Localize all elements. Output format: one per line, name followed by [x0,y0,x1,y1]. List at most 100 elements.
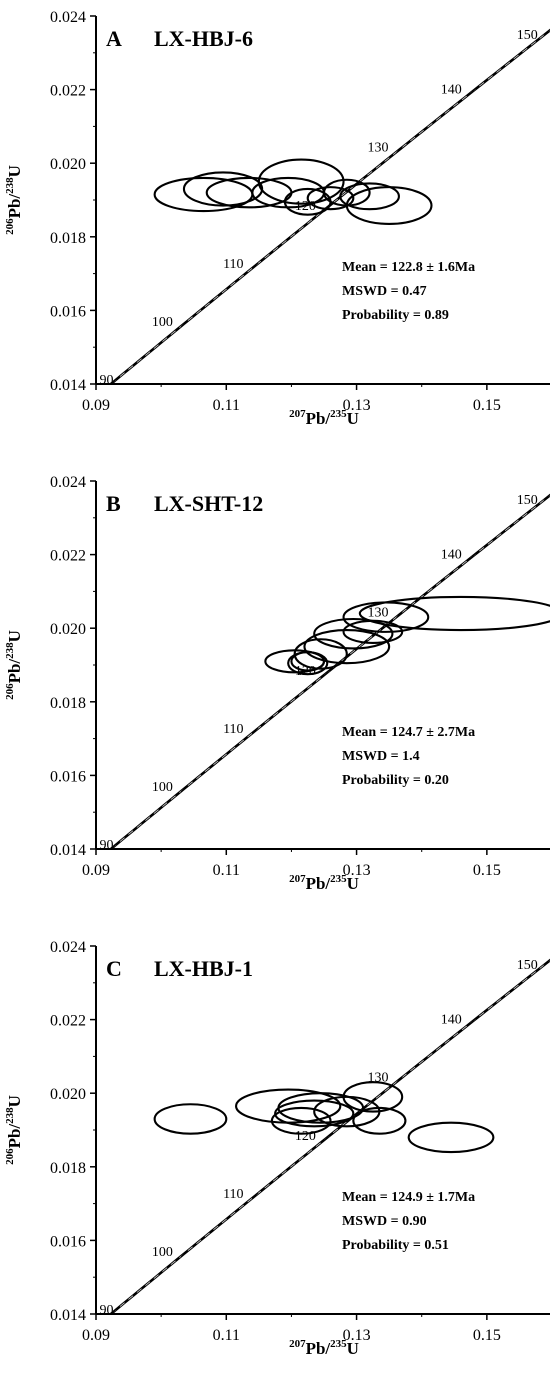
y-tick-label: 0.024 [50,474,86,491]
label-elem_b: U [5,1095,24,1107]
label-elem_b: U [5,630,24,642]
stats-line: Mean = 124.9 ± 1.7Ma [342,1190,475,1205]
age-tick [396,611,403,618]
age-label: 140 [441,1012,462,1027]
age-label: 90 [99,838,113,853]
stats-line: Mean = 122.8 ± 1.6Ma [342,260,475,275]
age-label: 150 [517,493,538,508]
error-ellipse [153,1103,228,1135]
error-ellipse [274,1099,355,1128]
stats-line: MSWD = 0.90 [342,1214,427,1229]
label-mass_a: 207 [289,408,306,420]
y-tick-label: 0.022 [50,83,86,100]
age-label: 150 [517,958,538,973]
error-ellipse [313,617,394,650]
age-tick [110,843,117,849]
concordia-plot-c: 0.014 0.016 0.018 0.020 0.022 0.024 0.09 0.11 0.… [4,939,550,1358]
error-ellipse [306,186,355,211]
y-tick-label: 0.022 [50,1013,86,1030]
concordia-plot-a: 0.014 0.016 0.018 0.020 0.022 0.024 0.09 0.11 0.… [4,9,550,428]
error-ellipse [407,1121,495,1154]
sample-title: LX-SHT-12 [154,491,263,516]
y-tick-label: 0.020 [50,621,86,638]
concordia-curve [108,493,550,849]
stats-line: Probability = 0.20 [342,773,449,788]
age-label: 150 [517,28,538,43]
label-mass_b: 235 [330,408,347,420]
age-tick [396,1076,403,1083]
x-axis-label: 207Pb/235U [289,873,359,893]
age-label: 90 [99,373,113,388]
y-tick-label: 0.018 [50,1160,86,1177]
age-label: 90 [99,1303,113,1318]
y-tick-label: 0.024 [50,9,86,26]
error-ellipse [342,1081,404,1113]
y-tick-label: 0.022 [50,548,86,565]
x-tick-label: 0.15 [473,862,501,879]
svg-text:207Pb/235U: 207Pb/235U [289,1338,359,1358]
age-label: 120 [295,1129,316,1144]
x-tick-label: 0.13 [343,397,371,414]
label-elem_b: U [347,874,359,893]
x-axis-label: 207Pb/235U [289,1338,359,1358]
age-label: 130 [367,141,388,156]
age-tick [251,262,259,270]
x-tick-label: 0.11 [213,397,240,414]
svg-text:206Pb/238U: 206Pb/238U [4,165,24,235]
label-elem_a: Pb [5,664,24,684]
x-tick-label: 0.13 [343,862,371,879]
label-mass_a: 206 [4,683,16,700]
label-elem_a: Pb [5,1129,24,1149]
panel-a: 0.014 0.016 0.018 0.020 0.022 0.024 0.09 0.11 0.… [0,0,550,462]
x-tick-label: 0.11 [213,862,240,879]
label-elem_a: Pb [306,1339,326,1358]
label-mass_a: 207 [289,873,306,885]
stats-line: MSWD = 1.4 [342,749,420,764]
age-tick [543,494,550,502]
age-label: 140 [441,82,462,97]
label-mass_b: 235 [330,873,347,885]
y-tick-label: 0.018 [50,695,86,712]
age-tick [180,1250,188,1258]
stats-line: MSWD = 0.47 [342,284,427,299]
age-label: 110 [223,1187,243,1202]
age-tick [469,552,477,560]
panel-letter: B [106,491,121,516]
svg-text:206Pb/238U: 206Pb/238U [4,630,24,700]
y-tick-label: 0.020 [50,156,86,173]
y-tick-label: 0.014 [50,1307,86,1324]
panel-letter: A [106,26,122,51]
age-tick [469,87,477,95]
stats-line: Probability = 0.51 [342,1238,449,1253]
sample-title: LX-HBJ-1 [154,956,253,981]
svg-text:207Pb/235U: 207Pb/235U [289,873,359,893]
age-tick [396,146,403,153]
stats-line: Mean = 124.7 ± 2.7Ma [342,725,475,740]
x-tick-label: 0.15 [473,397,501,414]
error-ellipse [205,176,293,209]
label-elem_b: U [347,409,359,428]
error-ellipse [257,158,345,205]
age-tick [323,1134,331,1142]
concordia-error-band [110,494,550,849]
age-tick [543,959,550,967]
age-tick [323,669,331,677]
age-tick [110,1308,117,1314]
age-label: 130 [367,606,388,621]
age-label: 110 [223,722,243,737]
label-elem_b: U [5,165,24,177]
age-tick [180,320,188,328]
age-tick [469,1017,477,1025]
age-tick [543,29,550,37]
error-ellipse [352,1106,407,1135]
y-tick-label: 0.016 [50,303,86,320]
y-tick-label: 0.016 [50,768,86,785]
x-tick-label: 0.11 [213,1327,240,1344]
age-tick [110,378,117,384]
label-mass_b: 238 [4,1107,16,1124]
error-ellipse [339,182,400,211]
label-mass_a: 206 [4,218,16,235]
x-axis-label: 207Pb/235U [289,408,359,428]
